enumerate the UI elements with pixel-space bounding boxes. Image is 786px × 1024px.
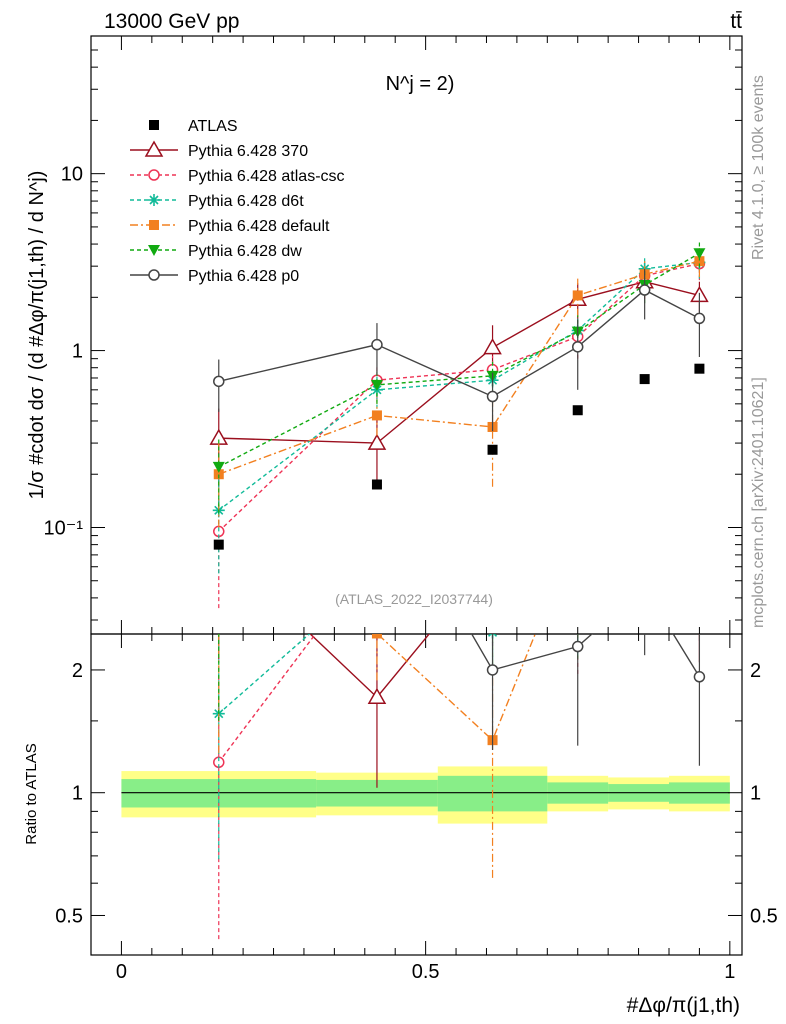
series-point [371,410,382,421]
ratio-point [486,664,499,676]
series-point [213,469,224,480]
y-tick-label: 1 [72,341,83,363]
ratio-y-axis-label: Ratio to ATLAS [23,743,40,844]
atlas-data-point [639,374,650,385]
y-tick-label: 10 [61,164,83,186]
ratio-tick-label: 1 [72,783,83,805]
ratio-tick-label-right: 0.5 [750,905,778,927]
legend-marker [148,245,160,256]
process-label: tt̄ [730,10,742,33]
atlas-data-point [371,479,382,490]
series-point [571,341,584,353]
rivet-version-label: Rivet 4.1.0, ≥ 100k events [750,75,767,260]
ratio-series-line [218,634,311,715]
ratio-tick-label: 0.5 [55,905,83,927]
series-line [218,260,700,475]
axis-ticks: 10⁻¹ 1 10 0 0.5 1 0.5 0.5 1 1 2 2 [44,35,778,983]
legend-label: Pythia 6.428 atlas-csc [188,168,345,185]
series-point [572,290,583,301]
legend-marker [148,269,160,281]
y-axis-label: 1/σ #cdot dσ / (d #Δφ/π(j1,th) / d N^j) [26,171,48,500]
legend-label: Pythia 6.428 p0 [188,268,299,285]
atlas-data-point [487,444,498,455]
legend: ATLAS Pythia 6.428 370 Pythia 6.428 atlas-… [130,118,345,285]
series-line [218,281,700,444]
x-axis-label: #Δφ/π(j1,th) [627,994,740,1017]
atlas-data-point [572,405,583,416]
ratio-point [367,687,387,704]
legend-label: Pythia 6.428 dw [188,243,302,260]
ratio-frame [90,633,743,956]
series-point [693,312,706,325]
series-point [367,433,387,450]
ratio-series-line [219,527,700,623]
ratio-point [571,640,584,653]
chart-title: N^j = 2) [386,73,455,95]
y-tick-label: 10⁻¹ [44,517,84,539]
series-line [218,261,700,511]
series-point [638,284,651,296]
legend-marker [149,220,159,230]
legend-marker [148,169,160,181]
ratio-tick-label-right: 1 [750,783,761,805]
ratio-series-line [470,634,701,678]
series-line [218,289,700,398]
legend-marker [149,120,159,130]
x-tick-label: 0.5 [412,961,440,983]
legend-label: Pythia 6.428 d6t [188,193,304,210]
atlas-data-point [694,363,705,374]
legend-label: Pythia 6.428 370 [188,143,308,160]
ratio-clipped-group [212,527,706,940]
ratio-series-layer [212,527,706,940]
atlas-data-point [213,539,224,550]
series-line [218,262,700,532]
analysis-id: (ATLAS_2022_I2037744) [335,591,493,607]
x-tick-label: 1 [724,961,735,983]
main-series-layer [209,241,709,609]
legend-marker [144,140,164,157]
legend-marker [148,194,160,206]
series-point [693,248,706,260]
legend-label: ATLAS [188,118,238,135]
ratio-tick-label-right: 2 [750,660,761,682]
series-point [213,375,225,388]
ratio-tick-label: 2 [72,660,83,682]
series-point [371,338,383,351]
ratio-series-line [309,634,431,699]
ratio-series-line [218,634,317,763]
ratio-point [693,671,706,683]
series-point [694,256,705,267]
series-point [483,338,502,355]
energy-label: 13000 GeV pp [104,10,239,33]
legend-label: Pythia 6.428 default [188,218,330,235]
mcplots-label: mcplots.cern.ch [arXiv:2401.10621] [750,377,767,628]
ratio-point [371,634,382,639]
series-point [212,461,225,473]
x-tick-label: 0 [116,961,127,983]
ratio-uncertainty-bands [121,766,730,824]
series-line [218,252,700,468]
series-point [486,390,499,403]
series-point [370,379,383,391]
